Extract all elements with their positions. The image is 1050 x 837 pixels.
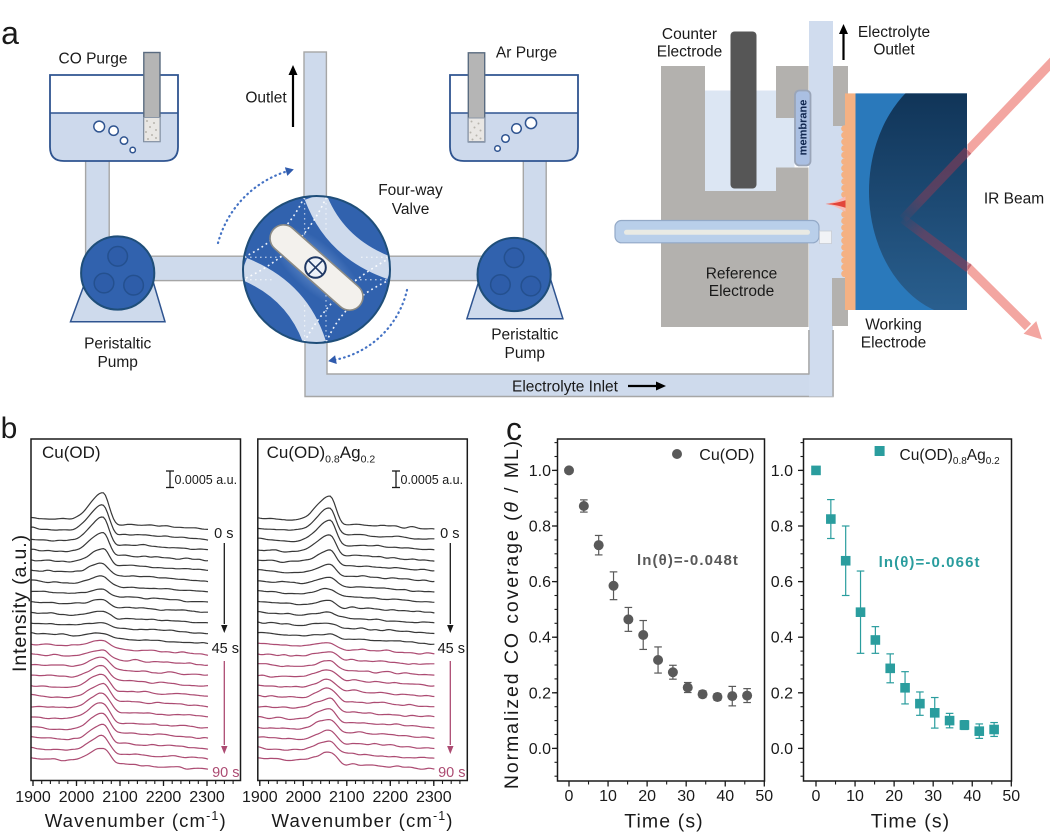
svg-text:10: 10	[599, 788, 617, 805]
svg-text:40: 40	[963, 788, 981, 805]
svg-text:0.4: 0.4	[771, 630, 793, 647]
svg-text:0 s: 0 s	[214, 526, 233, 542]
svg-text:2000: 2000	[59, 789, 95, 806]
svg-text:Counter: Counter	[662, 26, 717, 43]
svg-text:0.6: 0.6	[771, 574, 793, 591]
svg-text:30: 30	[924, 788, 942, 805]
svg-text:0 s: 0 s	[440, 526, 459, 542]
svg-text:1900: 1900	[242, 789, 278, 806]
svg-text:50: 50	[1002, 788, 1020, 805]
svg-text:Time (s): Time (s)	[871, 811, 951, 833]
svg-text:Time (s): Time (s)	[624, 811, 704, 833]
svg-text:10: 10	[846, 788, 864, 805]
svg-text:Peristaltic: Peristaltic	[491, 327, 558, 344]
svg-text:Pump: Pump	[97, 354, 138, 371]
svg-text:0.2: 0.2	[771, 685, 793, 702]
svg-text:c: c	[506, 411, 522, 447]
svg-text:0.4: 0.4	[529, 630, 551, 647]
svg-text:2200: 2200	[373, 789, 409, 806]
svg-text:0: 0	[565, 788, 574, 805]
svg-text:2000: 2000	[286, 789, 322, 806]
svg-text:Peristaltic: Peristaltic	[84, 336, 151, 353]
svg-text:0.0005 a.u.: 0.0005 a.u.	[175, 473, 238, 487]
svg-text:Wavenumber (cm-1): Wavenumber (cm-1)	[272, 809, 454, 831]
svg-text:Electrolyte Inlet: Electrolyte Inlet	[512, 379, 619, 396]
svg-text:0.0: 0.0	[771, 741, 793, 758]
svg-text:20: 20	[885, 788, 903, 805]
svg-text:40: 40	[716, 788, 734, 805]
svg-text:Reference: Reference	[706, 266, 778, 283]
svg-text:0.0005 a.u.: 0.0005 a.u.	[401, 473, 464, 487]
svg-text:b: b	[1, 412, 18, 445]
svg-text:1900: 1900	[15, 789, 51, 806]
svg-text:ln(θ)=-0.048t: ln(θ)=-0.048t	[637, 552, 739, 569]
svg-text:IR Beam: IR Beam	[984, 191, 1044, 208]
svg-text:CO Purge: CO Purge	[59, 51, 128, 68]
svg-text:Outlet: Outlet	[873, 42, 915, 59]
svg-text:Cu(OD)0.8Ag0.2: Cu(OD)0.8Ag0.2	[267, 443, 376, 466]
svg-text:0.8: 0.8	[529, 519, 551, 536]
svg-text:Electrolyte: Electrolyte	[858, 24, 930, 41]
svg-text:Four-way: Four-way	[378, 182, 443, 199]
svg-text:membrane: membrane	[798, 100, 810, 156]
svg-text:30: 30	[677, 788, 695, 805]
svg-text:Wavenumber (cm-1): Wavenumber (cm-1)	[45, 809, 227, 831]
svg-text:20: 20	[638, 788, 656, 805]
svg-text:1.0: 1.0	[771, 463, 793, 480]
svg-text:Intensity (a.u.): Intensity (a.u.)	[9, 534, 31, 672]
svg-text:45 s: 45 s	[212, 641, 239, 657]
svg-text:a: a	[1, 15, 19, 51]
svg-text:Working: Working	[865, 317, 922, 334]
svg-text:Cu(OD)0.8Ag0.2: Cu(OD)0.8Ag0.2	[900, 447, 1001, 467]
svg-text:ln(θ)=-0.066t: ln(θ)=-0.066t	[879, 554, 981, 571]
svg-text:Cu(OD): Cu(OD)	[42, 443, 101, 462]
svg-text:Pump: Pump	[505, 345, 546, 362]
svg-text:Ar Purge: Ar Purge	[496, 45, 557, 62]
svg-text:0.0: 0.0	[529, 741, 551, 758]
svg-text:Cu(OD): Cu(OD)	[699, 447, 754, 464]
svg-text:0.8: 0.8	[771, 519, 793, 536]
svg-text:0.6: 0.6	[529, 574, 551, 591]
svg-text:2100: 2100	[329, 789, 365, 806]
svg-text:2300: 2300	[416, 789, 452, 806]
svg-text:1.0: 1.0	[529, 463, 551, 480]
svg-text:2200: 2200	[146, 789, 182, 806]
svg-text:90 s: 90 s	[438, 765, 465, 781]
svg-text:90 s: 90 s	[212, 765, 239, 781]
svg-text:Valve: Valve	[392, 201, 430, 218]
svg-text:0.2: 0.2	[529, 685, 551, 702]
svg-text:2300: 2300	[189, 789, 225, 806]
svg-text:Normalized CO coverage (θ / ML: Normalized CO coverage (θ / ML)	[501, 439, 523, 789]
svg-text:45 s: 45 s	[438, 641, 465, 657]
svg-text:0: 0	[812, 788, 821, 805]
svg-text:Electrode: Electrode	[709, 283, 774, 300]
svg-text:Outlet: Outlet	[245, 90, 287, 107]
svg-text:Electrode: Electrode	[657, 44, 722, 61]
svg-text:2100: 2100	[102, 789, 138, 806]
svg-text:50: 50	[755, 788, 773, 805]
svg-text:Electrode: Electrode	[861, 335, 926, 352]
